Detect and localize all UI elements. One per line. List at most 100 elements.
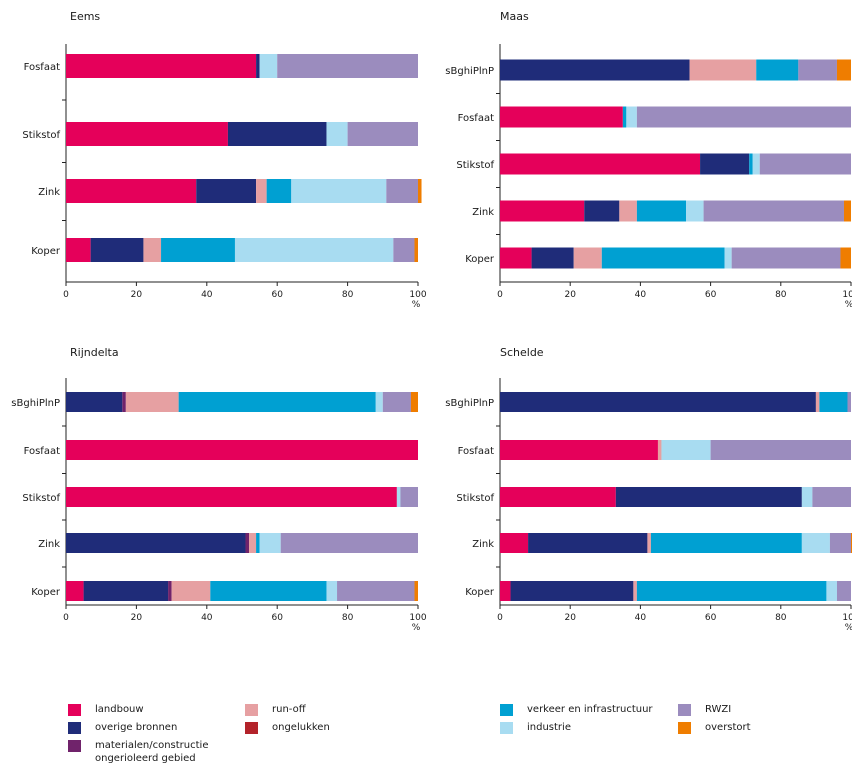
x-tick-label: 0: [497, 613, 503, 623]
bar-segment-maas-koper-overige_bronnen: [531, 247, 574, 269]
bar-segment-maas-zink-run_off: [619, 200, 637, 222]
legend-label-landbouw: landbouw: [95, 704, 144, 715]
bar-segment-eems-zink-overstort: [418, 179, 422, 203]
bar-segment-eems-fosfaat-rwzi: [277, 54, 418, 78]
bar-segment-rijndelta-stikstof-landbouw: [66, 487, 397, 507]
bar-segment-eems-zink-rwzi: [386, 179, 418, 203]
legend-swatch-materialen: [68, 740, 81, 752]
bar-segment-maas-fosfaat-industrie: [626, 106, 637, 128]
bar-segment-maas-koper-verkeer: [601, 247, 725, 269]
bar-segment-schelde-zink-industrie: [801, 533, 830, 553]
panel-title-schelde: Schelde: [500, 346, 544, 359]
bar-segment-eems-stikstof-landbouw: [66, 122, 228, 146]
category-label-sbghiplnp: sBghiPlnP: [445, 398, 494, 409]
bar-segment-maas-fosfaat-verkeer: [622, 106, 627, 128]
bar-segment-maas-zink-verkeer: [636, 200, 687, 222]
bar-segment-maas-zink-industrie: [686, 200, 704, 222]
bar-segment-schelde-stikstof-rwzi: [812, 487, 851, 507]
bar-segment-rijndelta-sbghiplnp-run_off: [125, 392, 179, 412]
bar-segment-maas-koper-industrie: [724, 247, 732, 269]
bar-segment-schelde-fosfaat-run_off: [657, 440, 662, 460]
panel-title-eems: Eems: [70, 10, 100, 23]
legend-label-ongelukken: ongelukken: [272, 722, 330, 733]
legend-label-industrie: industrie: [527, 722, 571, 733]
bar-segment-eems-zink-industrie: [291, 179, 387, 203]
x-axis-unit-label: %: [845, 300, 852, 310]
category-label-koper: Koper: [31, 587, 61, 598]
category-label-zink: Zink: [472, 539, 494, 550]
legend-label-rwzi: RWZI: [705, 704, 732, 715]
x-tick-label: 0: [63, 290, 69, 300]
bar-segment-maas-koper-overstort: [840, 247, 851, 269]
bar-segment-eems-zink-overige_bronnen: [196, 179, 257, 203]
bar-segment-schelde-koper-landbouw: [500, 581, 511, 601]
bar-segment-eems-zink-landbouw: [66, 179, 197, 203]
x-tick-label: 60: [271, 613, 283, 623]
bar-segment-rijndelta-zink-industrie: [259, 533, 281, 553]
legend-swatch-overige-bronnen: [68, 722, 81, 734]
x-tick-label: 20: [131, 290, 143, 300]
chart-panel-rijndelta: Rijndelta 0 20 40 60 80 100% sBghiPlnP Fosfaat St…: [11, 346, 427, 633]
bar-segment-eems-stikstof-rwzi: [347, 122, 418, 146]
x-tick-label: 40: [201, 613, 213, 623]
bar-segment-eems-koper-overige_bronnen: [90, 238, 144, 262]
bar-segment-schelde-sbghiplnp-verkeer: [819, 392, 848, 412]
bar-segment-eems-stikstof-industrie: [326, 122, 348, 146]
bar-segment-rijndelta-koper-verkeer: [210, 581, 327, 601]
legend-label-materialen: materialen/constructie: [95, 740, 209, 751]
category-label-fosfaat: Fosfaat: [458, 113, 495, 124]
bar-segment-rijndelta-zink-rwzi: [280, 533, 418, 553]
bar-segment-maas-sbghiplnp-rwzi: [798, 59, 837, 81]
bar-segment-rijndelta-zink-materialen: [245, 533, 250, 553]
bar-segment-schelde-sbghiplnp-run_off: [815, 392, 820, 412]
bar-segment-schelde-zink-rwzi: [829, 533, 851, 553]
category-label-stikstof: Stikstof: [22, 493, 60, 504]
x-tick-label: 60: [271, 290, 283, 300]
bar-segment-eems-fosfaat-landbouw: [66, 54, 257, 78]
bar-segment-schelde-koper-run_off: [633, 581, 637, 601]
bar-segment-maas-stikstof-rwzi: [759, 153, 851, 175]
category-label-koper: Koper: [31, 246, 61, 257]
bar-segment-schelde-fosfaat-industrie: [661, 440, 711, 460]
bar-segment-eems-zink-run_off: [256, 179, 267, 203]
bar-segment-rijndelta-koper-rwzi: [337, 581, 415, 601]
bar-segment-rijndelta-sbghiplnp-materialen: [122, 392, 126, 412]
bar-segment-schelde-sbghiplnp-overige_bronnen: [500, 392, 816, 412]
bar-segment-schelde-koper-verkeer: [636, 581, 827, 601]
bar-segment-maas-sbghiplnp-overstort: [836, 59, 851, 81]
bar-segment-eems-koper-landbouw: [66, 238, 91, 262]
x-tick-label: 80: [775, 290, 787, 300]
bar-segment-rijndelta-stikstof-industrie: [396, 487, 401, 507]
chart-panel-schelde: Schelde 0 20 40 60 80 100% sBghiPlnP Fosfaat Stik…: [445, 346, 852, 633]
bar-segment-rijndelta-stikstof-rwzi: [400, 487, 418, 507]
legend-label-overstort: overstort: [705, 722, 751, 733]
bar-segment-rijndelta-zink-overige_bronnen: [66, 533, 246, 553]
category-label-stikstof: Stikstof: [456, 493, 494, 504]
legend-swatch-overstort: [678, 722, 691, 734]
bar-segment-maas-stikstof-landbouw: [500, 153, 701, 175]
x-tick-label: 80: [342, 613, 354, 623]
legend-swatch-rwzi: [678, 704, 691, 716]
x-tick-label: 100: [409, 290, 426, 300]
bar-segment-maas-stikstof-industrie: [752, 153, 760, 175]
legend-swatch-verkeer: [500, 704, 513, 716]
bar-segment-rijndelta-sbghiplnp-industrie: [375, 392, 383, 412]
bar-segment-maas-sbghiplnp-verkeer: [756, 59, 799, 81]
bar-segment-maas-zink-landbouw: [500, 200, 585, 222]
legend-label-verkeer: verkeer en infrastructuur: [527, 704, 653, 715]
bar-segment-eems-zink-verkeer: [266, 179, 292, 203]
legend-swatch-landbouw: [68, 704, 81, 716]
bar-segment-eems-koper-overstort: [414, 238, 418, 262]
bar-segment-maas-zink-overstort: [843, 200, 851, 222]
x-tick-label: 40: [635, 613, 647, 623]
bar-segment-schelde-stikstof-overige_bronnen: [615, 487, 802, 507]
bar-segment-maas-fosfaat-landbouw: [500, 106, 623, 128]
category-label-fosfaat: Fosfaat: [458, 446, 495, 457]
category-label-zink: Zink: [38, 187, 60, 198]
bar-segment-rijndelta-zink-verkeer: [256, 533, 260, 553]
x-tick-label: 20: [564, 613, 576, 623]
bar-segment-schelde-zink-run_off: [647, 533, 651, 553]
bar-segment-eems-koper-run_off: [143, 238, 162, 262]
panel-title-maas: Maas: [500, 10, 529, 23]
